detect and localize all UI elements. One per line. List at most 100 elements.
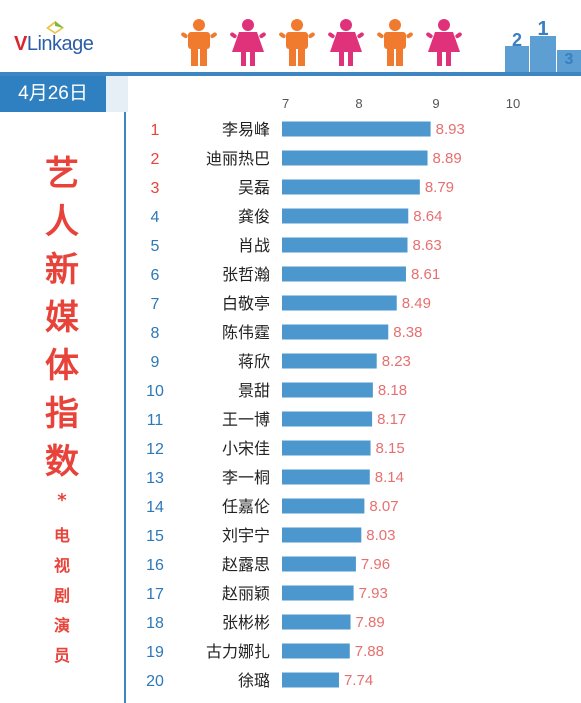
bar xyxy=(282,324,389,340)
female-icon xyxy=(230,19,266,66)
bar xyxy=(282,353,377,369)
x-tick-label: 10 xyxy=(506,96,520,111)
value-label: 8.14 xyxy=(375,469,404,486)
title-char: 数 xyxy=(45,442,79,482)
artist-name-label: 迪丽热巴 xyxy=(206,149,270,168)
male-icon xyxy=(377,19,413,66)
bar xyxy=(282,440,371,456)
artist-name-label: 陈伟霆 xyxy=(222,323,270,342)
rank-label: 1 xyxy=(151,122,160,139)
rank-label: 10 xyxy=(146,383,164,400)
artist-name-label: 刘宇宁 xyxy=(222,526,270,545)
title-char: 人 xyxy=(45,202,79,242)
value-label: 8.89 xyxy=(433,150,462,167)
artist-name-label: 龚俊 xyxy=(238,207,270,226)
rank-label: 16 xyxy=(146,557,164,574)
male-icon xyxy=(181,19,217,66)
bar xyxy=(282,498,365,514)
artist-name-label: 张哲瀚 xyxy=(222,265,270,284)
rank-label: 13 xyxy=(146,470,164,487)
rank-label: 19 xyxy=(146,644,164,661)
rank-label: 12 xyxy=(146,441,164,458)
date-tab-shadow xyxy=(106,76,128,112)
title-asterisk: * xyxy=(57,490,67,511)
value-label: 8.23 xyxy=(382,353,411,370)
x-tick-label: 9 xyxy=(432,96,439,111)
rank-label: 8 xyxy=(151,325,160,342)
value-label: 8.38 xyxy=(393,324,422,341)
artist-name-label: 景甜 xyxy=(238,381,270,400)
title-char: 体 xyxy=(45,346,79,386)
artist-name-label: 赵露思 xyxy=(222,555,270,574)
female-icon xyxy=(426,19,462,66)
artist-name-label: 张彬彬 xyxy=(222,613,270,632)
artist-name-label: 李一桐 xyxy=(222,468,270,487)
artist-name-label: 白敬亭 xyxy=(222,294,270,313)
female-icon xyxy=(328,19,364,66)
value-label: 8.49 xyxy=(402,295,431,312)
sidebar-divider xyxy=(124,112,126,703)
value-label: 8.15 xyxy=(376,440,405,457)
artist-name-label: 徐璐 xyxy=(238,671,270,690)
title-char: 新 xyxy=(45,250,79,290)
value-label: 8.93 xyxy=(436,121,465,138)
value-label: 8.18 xyxy=(378,382,407,399)
value-label: 8.07 xyxy=(369,498,398,515)
bar xyxy=(282,643,350,659)
rank-label: 6 xyxy=(151,267,160,284)
artist-name-label: 李易峰 xyxy=(222,120,270,139)
podium-icon: 2 1 3 xyxy=(505,18,581,76)
rank-label: 7 xyxy=(151,296,160,313)
bar xyxy=(282,237,408,253)
subtitle-char: 员 xyxy=(53,646,70,665)
rank-label: 9 xyxy=(151,354,160,371)
value-label: 8.61 xyxy=(411,266,440,283)
rank-label: 3 xyxy=(151,180,160,197)
brand-name: Linkage xyxy=(26,33,94,55)
x-tick-label: 8 xyxy=(355,96,362,111)
bar xyxy=(282,411,373,427)
value-label: 8.17 xyxy=(377,411,406,428)
brand-prefix: V xyxy=(14,33,27,55)
bar xyxy=(282,295,397,311)
value-label: 8.64 xyxy=(413,208,442,225)
subtitle-char: 演 xyxy=(53,616,70,635)
value-label: 7.88 xyxy=(355,643,384,660)
artist-name-label: 蒋欣 xyxy=(238,352,270,371)
rank-label: 20 xyxy=(146,673,164,690)
value-label: 7.93 xyxy=(359,585,388,602)
svg-text:2: 2 xyxy=(512,30,522,50)
rank-label: 15 xyxy=(146,528,164,545)
subtitle-char: 剧 xyxy=(53,586,70,605)
bar xyxy=(282,179,420,195)
title-char: 指 xyxy=(45,394,79,434)
bar xyxy=(282,469,370,485)
title-char: 媒 xyxy=(45,298,79,338)
header-divider xyxy=(0,72,581,76)
rank-label: 4 xyxy=(151,209,160,226)
svg-text:1: 1 xyxy=(537,18,548,40)
x-tick-label: 7 xyxy=(282,96,289,111)
bar xyxy=(282,382,373,398)
value-label: 8.79 xyxy=(425,179,454,196)
artist-name-label: 任嘉伦 xyxy=(222,497,270,516)
bar xyxy=(282,672,339,688)
rank-label: 2 xyxy=(151,151,160,168)
bar xyxy=(282,527,362,543)
title-char: 艺 xyxy=(45,154,79,194)
bar xyxy=(282,208,409,224)
artist-name-label: 赵丽颖 xyxy=(222,584,270,603)
bar xyxy=(282,266,406,282)
people-icons xyxy=(180,18,480,74)
rank-label: 18 xyxy=(146,615,164,632)
rank-label: 11 xyxy=(147,412,164,429)
bar xyxy=(282,556,356,572)
logo-mark-icon xyxy=(44,18,66,40)
svg-text:3: 3 xyxy=(565,51,574,68)
bar xyxy=(282,150,428,166)
subtitle-char: 视 xyxy=(53,556,70,575)
artist-name-label: 小宋佳 xyxy=(222,439,270,458)
value-label: 7.89 xyxy=(356,614,385,631)
value-label: 7.74 xyxy=(344,672,373,689)
